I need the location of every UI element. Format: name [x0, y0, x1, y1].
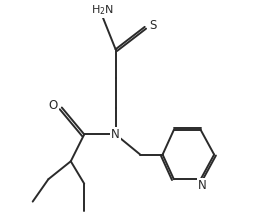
- Text: N: N: [197, 179, 206, 192]
- Text: N: N: [111, 128, 120, 141]
- Text: S: S: [150, 19, 157, 32]
- Text: H$_2$N: H$_2$N: [91, 3, 114, 17]
- Text: O: O: [49, 99, 58, 112]
